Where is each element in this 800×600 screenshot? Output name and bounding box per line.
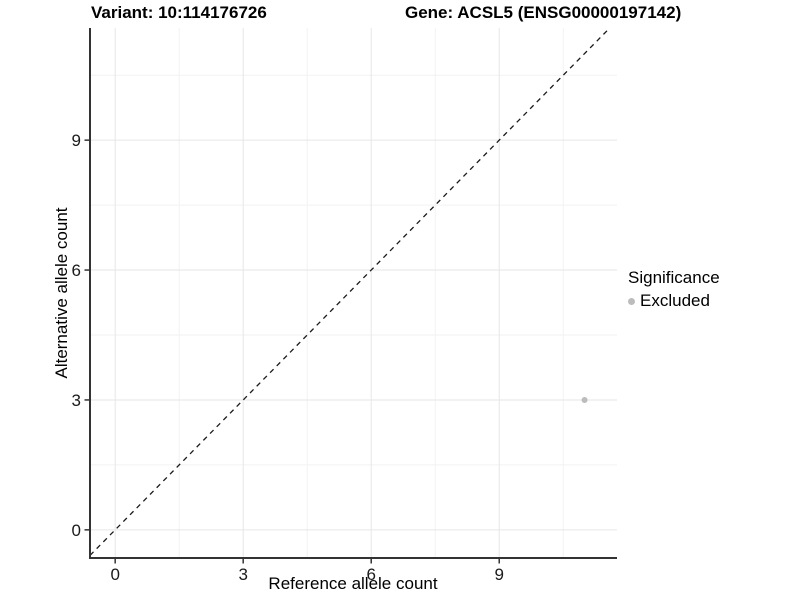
identity-reference-line	[89, 27, 611, 556]
x-axis-tick-label: 0	[110, 565, 119, 584]
y-axis-tick-label: 6	[72, 261, 81, 280]
legend-entry-excluded: Excluded	[628, 291, 720, 311]
x-axis-label: Reference allele count	[268, 574, 438, 593]
data-point	[581, 396, 588, 403]
y-axis-tick-label: 3	[72, 391, 81, 410]
legend-point-icon	[628, 297, 635, 305]
variant-title: Variant: 10:114176726	[91, 3, 267, 22]
y-axis-tick-label: 9	[72, 131, 81, 150]
legend: Significance Excluded	[628, 268, 720, 311]
x-axis-tick-label: 6	[366, 565, 375, 584]
gene-title: Gene: ACSL5 (ENSG00000197142)	[405, 3, 682, 22]
legend-title: Significance	[628, 268, 720, 287]
x-axis-tick-label: 9	[494, 565, 503, 584]
y-axis-tick-label: 0	[72, 521, 81, 540]
legend-entry-label: Excluded	[640, 291, 710, 310]
y-axis-label: Alternative allele count	[52, 207, 71, 379]
x-axis-tick-label: 3	[238, 565, 247, 584]
